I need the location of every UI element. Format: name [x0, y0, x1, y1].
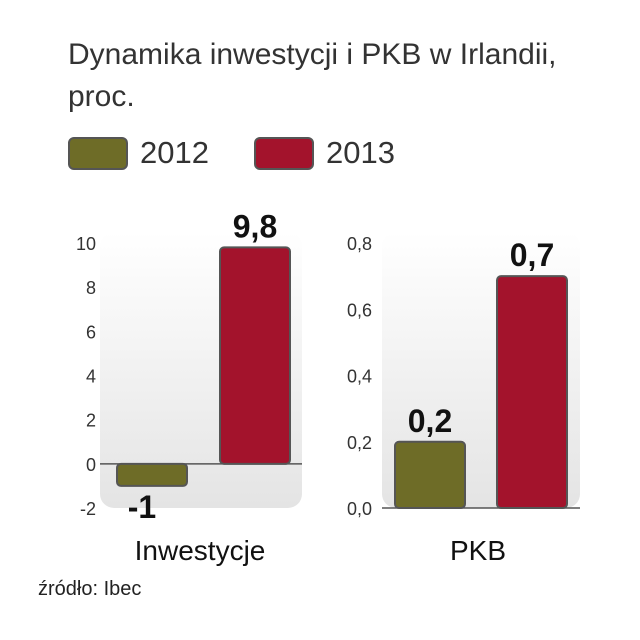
y-tick-label: 4 [86, 367, 96, 387]
chart-title: Dynamika inwestycji i PKB w Irlandii, pr… [68, 38, 557, 113]
y-tick-label: 6 [86, 322, 96, 342]
y-tick-label: 2 [86, 411, 96, 431]
legend-item-2012: 2012 [68, 135, 209, 171]
category-label: PKB [450, 535, 506, 566]
bar-pkb-2012 [394, 440, 466, 509]
data-label: 0,2 [408, 403, 452, 439]
bar-inwestycje-2012 [116, 462, 188, 487]
legend-swatch-2012 [68, 136, 128, 170]
y-tick-label: 0 [86, 455, 96, 475]
category-label: Inwestycje [135, 535, 266, 566]
data-label: 0,7 [510, 237, 554, 273]
y-tick-label: 8 [86, 278, 96, 298]
data-label: -1 [128, 489, 156, 525]
y-tick-label: 10 [76, 234, 96, 254]
y-tick-label: -2 [80, 499, 96, 519]
source-note: źródło: Ibec [38, 578, 142, 600]
y-tick-label: 0,0 [347, 499, 372, 519]
y-tick-label: 0,8 [347, 234, 372, 254]
bar-pkb-2013 [496, 275, 568, 509]
legend-item-2013: 2013 [254, 135, 395, 171]
bar-inwestycje-2013 [219, 246, 291, 465]
data-label: 9,8 [233, 208, 277, 244]
legend-label-2012: 2012 [140, 135, 209, 170]
legend-swatch-2013 [254, 136, 314, 170]
y-tick-label: 0,4 [347, 367, 372, 387]
y-tick-label: 0,2 [347, 433, 372, 453]
legend-label-2013: 2013 [326, 135, 395, 170]
y-tick-label: 0,6 [347, 300, 372, 320]
